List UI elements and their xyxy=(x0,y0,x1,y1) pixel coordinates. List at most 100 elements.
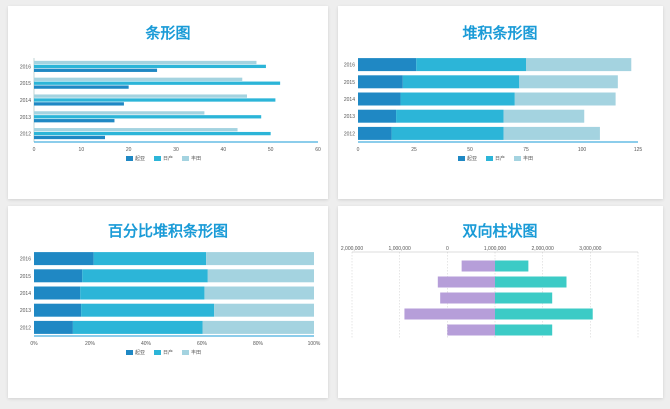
x-tick-label: 30 xyxy=(173,147,179,153)
legend-label: 起亚 xyxy=(135,156,145,162)
bar-segment xyxy=(34,286,81,300)
stacked-bar-chart: 堆积条形图 2012 2013 2014 2015 2016 0 25 50 75 100 125 起… xyxy=(344,24,643,162)
bar-right xyxy=(495,260,529,272)
bar-segment xyxy=(358,109,397,123)
chart-title: 百分比堆积条形图 xyxy=(108,222,228,240)
x-tick-label: 125 xyxy=(634,147,643,153)
bar-segment xyxy=(93,252,207,266)
legend-label: 日产 xyxy=(495,155,505,162)
x-tick-label: 25 xyxy=(411,147,417,153)
bar xyxy=(34,128,238,132)
bar xyxy=(34,98,276,102)
bar-segment xyxy=(391,126,504,140)
bar-left xyxy=(437,276,495,288)
legend-swatch xyxy=(458,156,465,161)
bar-segment xyxy=(34,269,83,283)
bar xyxy=(34,64,266,69)
bar xyxy=(34,85,129,89)
bar-right xyxy=(495,292,553,304)
bar-segment xyxy=(402,75,520,89)
legend-swatch xyxy=(126,156,133,161)
bar-segment xyxy=(526,58,632,72)
y-tick-label: 2012 xyxy=(20,132,31,138)
bar xyxy=(34,102,124,106)
bar-segment xyxy=(416,58,526,72)
x-tick-label: 0 xyxy=(357,147,360,153)
y-tick-label: 2013 xyxy=(344,114,355,120)
legend-label: 起亚 xyxy=(467,156,477,162)
x-tick-label: 1,000,000 xyxy=(389,246,411,252)
x-tick-label: 80% xyxy=(253,341,264,347)
x-tick-label: 10 xyxy=(79,147,85,153)
bar xyxy=(34,135,105,140)
bar xyxy=(34,60,257,65)
x-tick-label: 100% xyxy=(308,341,321,347)
legend-label: 起亚 xyxy=(135,350,145,356)
bar-segment xyxy=(81,303,215,317)
legend-label: 日产 xyxy=(163,349,173,356)
x-tick-label: 0 xyxy=(446,246,449,252)
bar-segment xyxy=(34,252,94,266)
bar xyxy=(34,77,243,81)
diverging-bar-chart: 双向柱状图 2,000,000 1,000,000 0 1,000,000 2,000,… xyxy=(341,222,639,338)
x-tick-label: 50 xyxy=(467,147,473,153)
x-tick-label: 50 xyxy=(268,147,274,153)
bar-segment xyxy=(396,109,504,123)
bar-segment xyxy=(206,252,314,266)
bar xyxy=(34,131,271,136)
bar-left xyxy=(440,292,495,304)
bar-segment xyxy=(503,109,585,123)
bar-segment xyxy=(514,92,616,106)
y-tick-label: 2013 xyxy=(20,115,31,121)
x-tick-label: 1,000,000 xyxy=(484,246,506,252)
y-tick-label: 2015 xyxy=(20,81,31,87)
bar-segment xyxy=(72,320,203,334)
legend-label: 丰田 xyxy=(191,155,201,162)
y-tick-label: 2014 xyxy=(20,98,31,104)
bar xyxy=(34,119,115,123)
y-tick-label: 2012 xyxy=(20,325,31,331)
percent-stacked-bar-chart-card: 百分比堆积条形图 2012 2013 2014 2015 2016 0% 20% 40% 60%… xyxy=(8,206,328,398)
bar-chart: 条形图 2012 2013 2014 2015 2016 0 10 20 30 40 50 60 起亚 日… xyxy=(20,24,321,162)
bar xyxy=(34,94,247,98)
bar xyxy=(34,68,158,72)
legend-label: 丰田 xyxy=(191,349,201,356)
y-tick-label: 2012 xyxy=(344,131,355,137)
x-tick-label: 2,000,000 xyxy=(341,246,363,252)
bar-chart-card: 条形图 2012 2013 2014 2015 2016 0 10 20 30 40 50 60 起亚 日… xyxy=(8,6,328,199)
bar-segment xyxy=(358,126,392,140)
bar-segment xyxy=(358,92,401,106)
legend-swatch xyxy=(182,350,189,355)
x-tick-label: 60% xyxy=(197,341,208,347)
bar-segment xyxy=(358,58,417,72)
bar-segment xyxy=(34,320,73,334)
bar-segment xyxy=(503,126,600,140)
bar-segment xyxy=(204,286,314,300)
legend-label: 日产 xyxy=(163,155,173,162)
bar-segment xyxy=(214,303,314,317)
y-tick-label: 2016 xyxy=(344,63,355,69)
x-tick-label: 0% xyxy=(30,341,38,347)
legend-swatch xyxy=(514,156,521,161)
bar xyxy=(34,111,205,115)
bar-left xyxy=(404,308,495,320)
x-tick-label: 3,000,000 xyxy=(579,246,601,252)
legend-swatch xyxy=(486,156,493,161)
bar-segment xyxy=(400,92,515,106)
percent-stacked-bar-chart: 百分比堆积条形图 2012 2013 2014 2015 2016 0% 20% 40% 60%… xyxy=(20,222,321,356)
chart-title: 双向柱状图 xyxy=(462,222,537,240)
legend-label: 丰田 xyxy=(523,155,533,162)
y-tick-label: 2016 xyxy=(20,257,31,263)
y-tick-label: 2015 xyxy=(344,80,355,86)
bar-segment xyxy=(202,320,314,334)
x-tick-label: 75 xyxy=(523,147,529,153)
y-tick-label: 2014 xyxy=(20,291,31,297)
y-tick-label: 2013 xyxy=(20,308,31,314)
bar-segment xyxy=(358,75,403,89)
x-tick-label: 2,000,000 xyxy=(532,246,554,252)
chart-title: 堆积条形图 xyxy=(462,24,537,42)
bar xyxy=(34,115,262,119)
chart-title: 条形图 xyxy=(144,24,190,42)
legend-swatch xyxy=(182,156,189,161)
legend-swatch xyxy=(126,350,133,355)
